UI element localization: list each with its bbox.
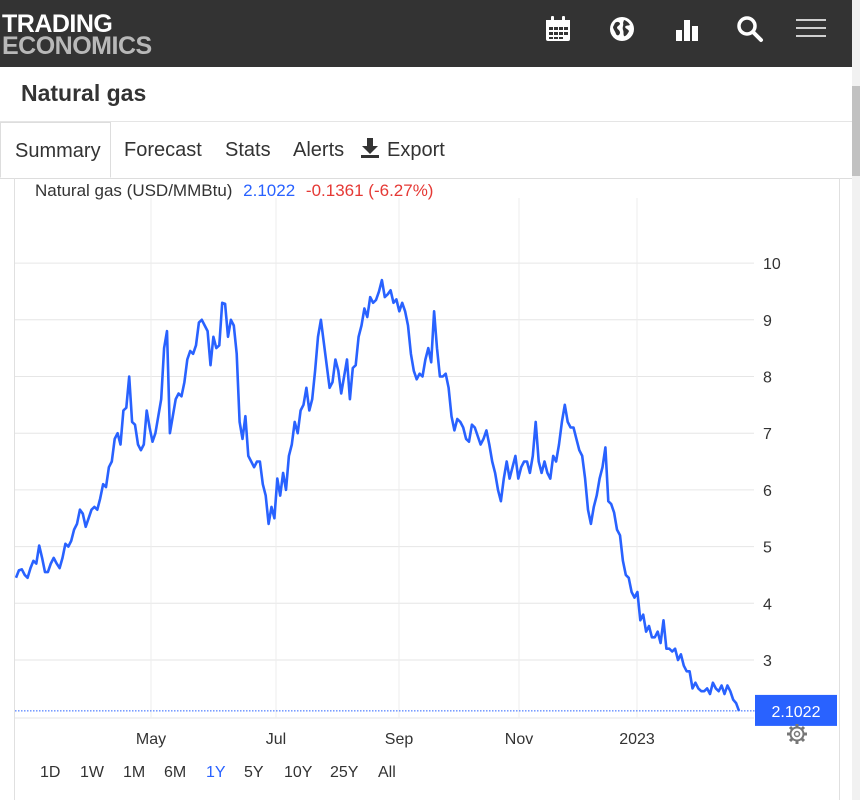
quote-line: Natural gas (USD/MMBtu) 2.1022 -0.1361 (… (35, 181, 433, 200)
chart-panel: May Jul Sep Nov 2023 3 4 5 6 7 8 9 10 2.1022 Natura… (14, 178, 840, 800)
y-tick-label: 10 (763, 256, 781, 273)
gear-icon (787, 724, 807, 744)
y-tick-label: 8 (763, 370, 772, 387)
quote-change: -0.1361 (-6.27%) (306, 181, 434, 200)
logo-line2: ECONOMICS (2, 32, 152, 60)
range-1d[interactable]: 1D (40, 764, 61, 781)
x-tick-label: 2023 (619, 731, 655, 748)
y-tick-label: 6 (763, 483, 772, 500)
x-tick-label: May (136, 731, 166, 748)
y-tick-label: 4 (763, 596, 772, 613)
scrollbar-thumb[interactable] (852, 86, 860, 176)
tab-stats[interactable]: Stats (225, 139, 271, 161)
x-axis-labels: May Jul Sep Nov 2023 (136, 731, 655, 748)
logo-line1: TRADING (2, 10, 113, 38)
y-tick-label: 5 (763, 540, 772, 557)
range-5y[interactable]: 5Y (244, 764, 264, 781)
range-6m[interactable]: 6M (164, 764, 187, 781)
tab-export-label: Export (387, 139, 445, 161)
x-tick-label: Nov (505, 731, 533, 748)
search-icon[interactable] (735, 14, 765, 44)
download-icon (361, 138, 379, 158)
bar-chart-icon[interactable] (672, 14, 702, 44)
page-scrollbar[interactable] (852, 0, 860, 800)
range-1w[interactable]: 1W (80, 764, 104, 781)
last-value-label: 2.1022 (772, 704, 821, 721)
y-tick-label: 9 (763, 313, 772, 330)
quote-price: 2.1022 (243, 181, 295, 200)
page-title: Natural gas (21, 80, 147, 106)
top-nav-bar: TRADING ECONOMICS (0, 0, 852, 67)
chart-grid (15, 198, 754, 719)
x-tick-label: Jul (266, 731, 286, 748)
range-10y[interactable]: 10Y (284, 764, 313, 781)
range-25y[interactable]: 25Y (330, 764, 359, 781)
tab-alerts[interactable]: Alerts (293, 139, 345, 161)
divider (0, 121, 852, 122)
globe-icon[interactable] (607, 14, 637, 44)
price-chart[interactable]: May Jul Sep Nov 2023 3 4 5 6 7 8 9 10 2.1022 Natura… (14, 178, 839, 800)
last-value-box (755, 694, 837, 726)
menu-icon[interactable] (795, 14, 827, 44)
logo[interactable]: TRADING ECONOMICS (2, 10, 152, 60)
tab-bar: Summary Forecast Stats Alerts Export (0, 122, 852, 179)
y-axis-labels: 3 4 5 6 7 8 9 10 (763, 256, 781, 670)
tab-summary[interactable]: Summary (0, 122, 111, 178)
tab-export[interactable]: Export (360, 122, 445, 178)
calendar-icon[interactable] (543, 14, 573, 44)
range-1y[interactable]: 1Y (206, 764, 226, 781)
y-tick-label: 3 (763, 653, 772, 670)
y-tick-label: 7 (763, 426, 772, 443)
x-tick-label: Sep (385, 731, 414, 748)
quote-name: Natural gas (USD/MMBtu) (35, 181, 232, 200)
range-1m[interactable]: 1M (123, 764, 146, 781)
tab-forecast[interactable]: Forecast (124, 139, 202, 161)
range-all[interactable]: All (378, 764, 396, 781)
series-line (14, 278, 741, 712)
